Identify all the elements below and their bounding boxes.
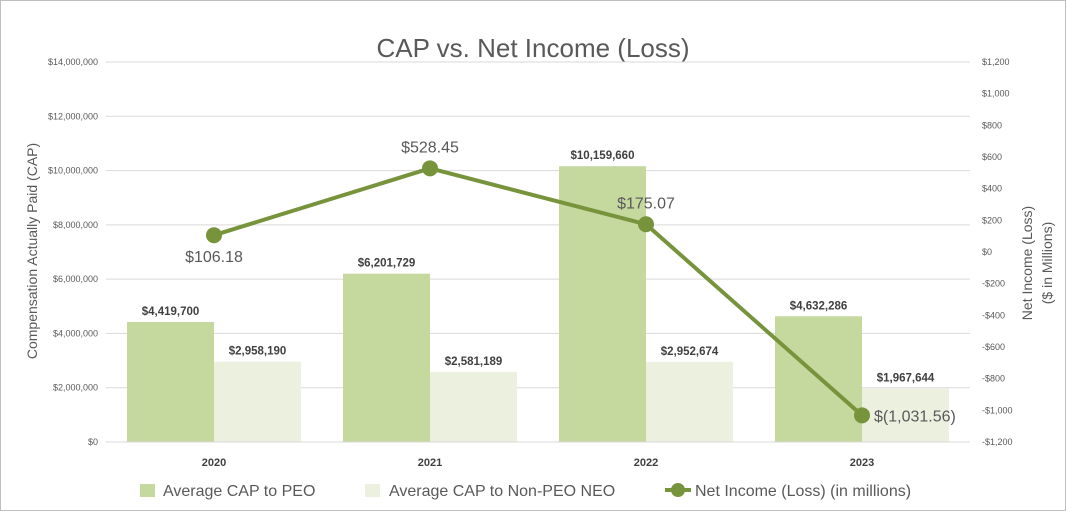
legend-swatch-peo — [140, 484, 155, 497]
net-income-label-2021: $528.45 — [401, 139, 459, 156]
left-axis-tick-label: $14,000,000 — [48, 57, 98, 67]
right-axis-tick-label: -$800 — [982, 374, 1005, 384]
bar-peo-2020 — [127, 322, 214, 442]
right-axis-tick-label: -$200 — [982, 279, 1005, 289]
bar-non-peo-2020 — [214, 361, 301, 442]
right-axis-tick-label: -$1,200 — [982, 437, 1013, 447]
right-axis-tick-label: $200 — [982, 215, 1002, 225]
x-axis-tick-label: 2021 — [418, 457, 442, 469]
net-income-point-2023 — [854, 407, 870, 424]
left-axis-tick-label: $12,000,000 — [48, 111, 98, 121]
right-axis-tick-label: $600 — [982, 152, 1002, 162]
right-axis-title-line2: ($ in Millions) — [1039, 222, 1055, 304]
bar-non-peo-2021 — [430, 371, 517, 442]
bar-label-peo-2023: $4,632,286 — [790, 300, 848, 312]
left-axis-tick-label: $10,000,000 — [48, 166, 98, 176]
net-income-line: $106.18 $528.45 $175.07 $(1,031.56) — [185, 139, 956, 425]
right-axis-tick-label: $0 — [982, 247, 992, 257]
left-axis-tick-label: $4,000,000 — [53, 328, 98, 338]
right-axis-tick-label: $1,200 — [982, 57, 1010, 67]
right-axis-tick-label: -$600 — [982, 342, 1005, 352]
right-axis-tick-label: $400 — [982, 184, 1002, 194]
left-axis-tick-label: $8,000,000 — [53, 220, 98, 230]
bar-label-non-peo-2020: $2,958,190 — [229, 346, 287, 358]
bar-label-non-peo-2021: $2,581,189 — [445, 356, 503, 368]
x-axis-ticks: 2020 2021 2022 2023 — [202, 457, 874, 469]
bar-data-labels: $4,419,700 $6,201,729 $10,159,660 $4,632,28… — [142, 150, 935, 384]
legend-label-net-income: Net Income (Loss) (in millions) — [695, 483, 911, 500]
legend-label-non-peo: Average CAP to Non-PEO NEO — [389, 483, 615, 500]
left-axis-tick-label: $6,000,000 — [53, 274, 98, 284]
right-axis-tick-label: $1,000 — [982, 89, 1010, 99]
left-axis-tick-label: $0 — [88, 437, 98, 447]
legend-swatch-non-peo — [365, 484, 380, 497]
net-income-label-2020: $106.18 — [185, 249, 243, 266]
chart-title: CAP vs. Net Income (Loss) — [376, 33, 689, 63]
right-axis-tick-label: $800 — [982, 120, 1002, 130]
x-axis-tick-label: 2023 — [850, 457, 874, 469]
bar-non-peo-2023 — [862, 388, 949, 442]
bar-label-peo-2020: $4,419,700 — [142, 306, 200, 318]
bar-label-non-peo-2022: $2,952,674 — [661, 346, 719, 358]
net-income-line-path — [213, 166, 864, 417]
bar-non-peo-2022 — [646, 361, 733, 442]
right-axis-tick-label: -$400 — [982, 310, 1005, 320]
net-income-label-2022: $175.07 — [617, 195, 675, 212]
left-axis-ticks: $0 $2,000,000 $4,000,000 $6,000,000 $8,000,0… — [48, 57, 98, 447]
right-axis-title-line1: Net Income (Loss) — [1019, 206, 1035, 320]
legend-marker-net-income — [671, 483, 685, 497]
bar-peo-2021 — [343, 273, 430, 442]
x-axis-tick-label: 2022 — [634, 457, 658, 469]
left-axis-tick-label: $2,000,000 — [53, 383, 98, 393]
left-axis-title: Compensation Actually Paid (CAP) — [24, 143, 40, 359]
right-axis-ticks: $1,200 $1,000 $800 $600 $400 $200 $0 -$200 -$400… — [982, 57, 1013, 447]
right-axis-tick-label: -$1,000 — [982, 405, 1013, 415]
bar-label-peo-2021: $6,201,729 — [358, 258, 416, 270]
net-income-point-2022 — [638, 216, 654, 233]
net-income-point-2021 — [422, 160, 438, 177]
bar-label-non-peo-2023: $1,967,644 — [877, 373, 935, 385]
x-axis-tick-label: 2020 — [202, 457, 226, 469]
bar-label-peo-2022: $10,159,660 — [571, 150, 635, 162]
net-income-label-2023: $(1,031.56) — [874, 408, 956, 425]
legend: Average CAP to PEO Average CAP to Non-PE… — [140, 483, 911, 500]
legend-label-peo: Average CAP to PEO — [163, 483, 315, 500]
net-income-point-2020 — [206, 227, 222, 244]
